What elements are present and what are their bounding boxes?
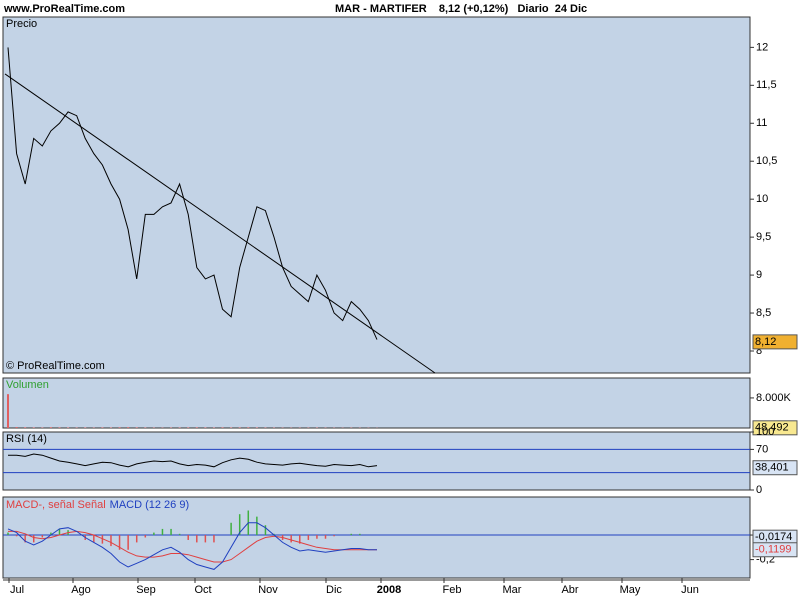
histogram-bar (127, 535, 128, 550)
histogram-bar (213, 535, 215, 542)
instrument-info: MAR - MARTIFER 8,12 (+0,12%) Diario 24 D… (335, 3, 587, 15)
volume-bar (239, 427, 241, 428)
volume-bar (187, 427, 189, 428)
legend-entry: MACD (12 26 9) (110, 499, 189, 511)
histogram-bar (16, 535, 17, 536)
y-tick-label: 10 (756, 193, 768, 205)
volume-bar (222, 427, 224, 428)
x-tick-label: 2008 (377, 584, 401, 596)
histogram-bar (136, 535, 138, 542)
histogram-bar (179, 534, 181, 535)
histogram-bar (170, 529, 172, 535)
x-tick-label: Nov (258, 584, 278, 596)
histogram-bar (42, 535, 44, 537)
y-tick-label: 11 (756, 117, 767, 129)
current-value-label: 8,12 (755, 336, 776, 348)
x-tick-label: Jul (10, 584, 24, 596)
histogram-bar (153, 533, 155, 535)
volume-bar (50, 427, 52, 428)
x-tick-label: Jun (681, 584, 699, 596)
legend-entry: MACD-, señal Señal (6, 499, 106, 511)
watermark: © ProRealTime.com (6, 360, 105, 372)
volume-bar (101, 427, 103, 428)
y-tick-label: 8.000K (756, 392, 792, 404)
panel (3, 432, 750, 490)
x-tick-label: Abr (561, 584, 578, 596)
current-value-label: -0,0174 (755, 531, 792, 543)
histogram-bar (162, 529, 164, 535)
x-tick-label: Feb (443, 584, 462, 596)
y-tick-label: 100 (756, 426, 774, 438)
panel-title: RSI (14) (6, 433, 47, 445)
histogram-bar (196, 535, 198, 542)
histogram-bar (351, 534, 353, 535)
histogram-bar (256, 517, 258, 535)
x-tick-label: Mar (503, 584, 522, 596)
histogram-bar (33, 535, 35, 542)
x-tick-label: Dic (326, 584, 342, 596)
y-tick-label: 9,5 (756, 231, 771, 243)
volume-bar (247, 427, 249, 428)
panel (3, 17, 750, 373)
volume-bar (33, 427, 35, 428)
volume-bar (136, 427, 138, 428)
current-value-label: 38,401 (755, 462, 789, 474)
histogram-bar (7, 533, 9, 535)
volume-bar (67, 427, 69, 428)
x-tick-label: Sep (136, 584, 156, 596)
volume-bar (58, 427, 60, 428)
histogram-bar (333, 535, 335, 536)
histogram-bar (93, 535, 95, 542)
y-tick-label: 12 (756, 41, 768, 53)
y-tick-label: 11,5 (756, 79, 777, 91)
volume-bar (24, 427, 26, 428)
histogram-bar (308, 535, 310, 540)
histogram-bar (230, 523, 232, 535)
y-tick-label: 10,5 (756, 155, 777, 167)
volume-bar (7, 394, 9, 428)
histogram-bar (187, 535, 189, 540)
histogram-bar (145, 535, 147, 537)
site: www.ProRealTime.com (3, 3, 125, 15)
volume-bar (204, 427, 206, 428)
histogram-bar (205, 535, 207, 542)
histogram-bar (110, 535, 112, 546)
panel-title: Precio (6, 18, 37, 30)
x-tick-label: Ago (71, 584, 91, 596)
y-tick-label: 8,5 (756, 307, 771, 319)
y-tick-label: 70 (756, 443, 768, 455)
volume-bar (196, 427, 198, 428)
volume-bar (127, 427, 129, 428)
x-tick-label: May (620, 584, 641, 596)
current-value-label: -0,1199 (755, 544, 792, 556)
histogram-bar (359, 534, 361, 535)
histogram-bar (316, 535, 318, 539)
histogram-bar (290, 535, 292, 542)
histogram-bar (265, 525, 267, 535)
volume-bar (119, 427, 121, 428)
volume-bar (256, 427, 258, 428)
panel-title: Volumen (6, 379, 49, 391)
volume-bar (16, 427, 18, 428)
panel (3, 378, 750, 428)
y-tick-label: 9 (756, 269, 762, 281)
y-tick-label: 0 (756, 484, 762, 496)
histogram-bar (325, 535, 327, 539)
x-tick-label: Oct (194, 584, 211, 596)
